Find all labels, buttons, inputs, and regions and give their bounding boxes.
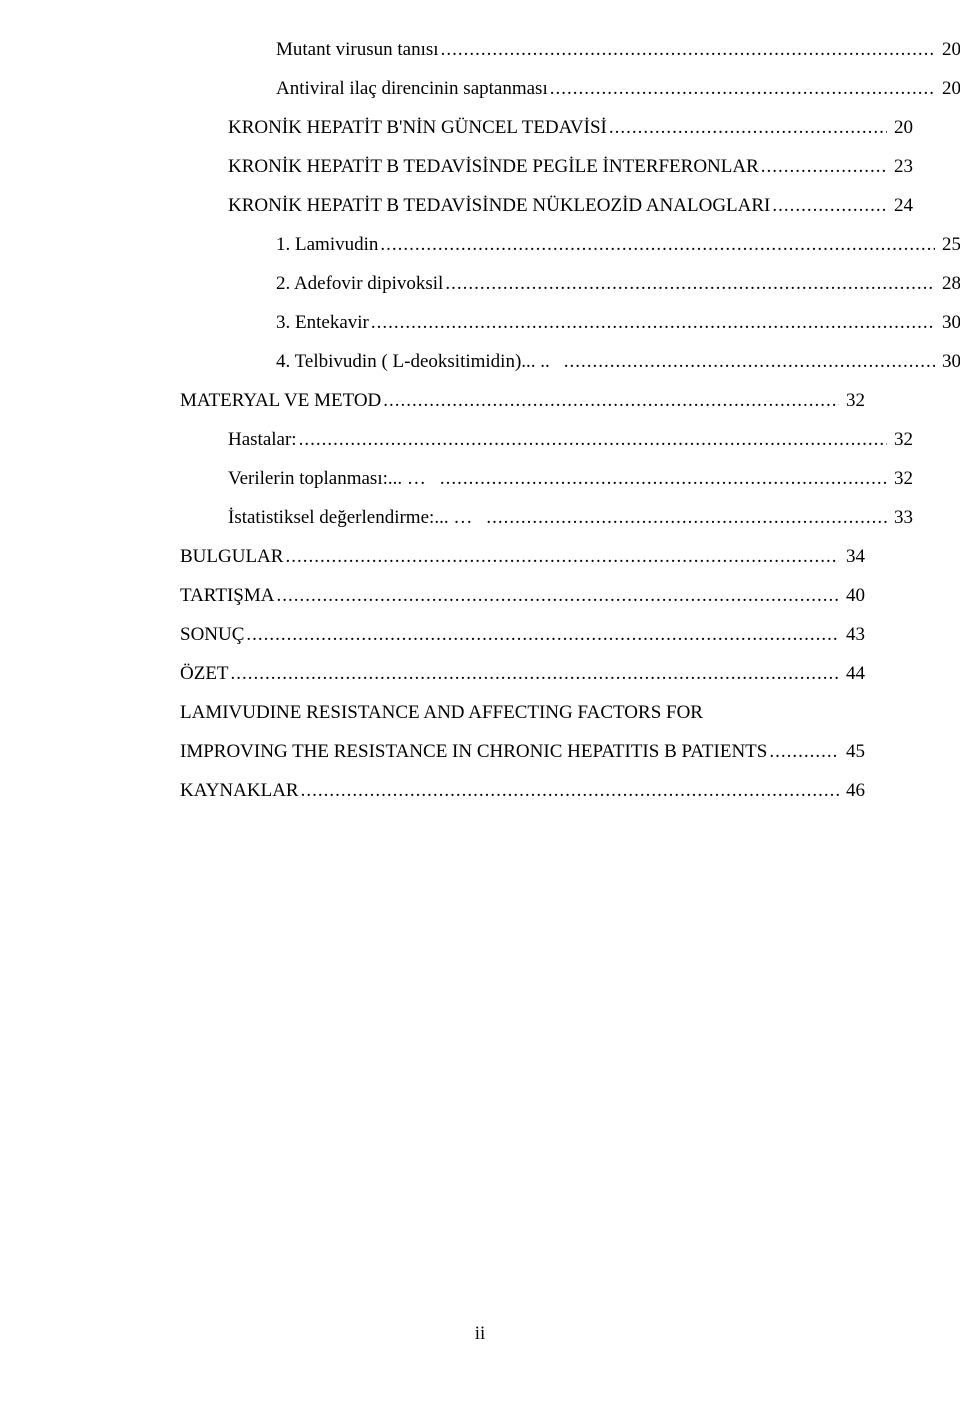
toc-row: BULGULAR 34: [180, 547, 865, 566]
toc-entry-page: 46: [841, 781, 865, 800]
toc-entry-page: 40: [841, 586, 865, 605]
toc-leader-dots: [276, 586, 839, 605]
toc-row: 2. Adefovir dipivoksil 28: [180, 274, 960, 293]
toc-entry-page: 33: [889, 508, 913, 527]
toc-entry-label: KRONİK HEPATİT B'NİN GÜNCEL TEDAVİSİ: [228, 118, 607, 137]
toc-row: Mutant virusun tanısı 20: [180, 40, 960, 59]
toc-row: IMPROVING THE RESISTANCE IN CHRONIC HEPA…: [180, 742, 865, 761]
toc-entry-page: 43: [841, 625, 865, 644]
toc-leader-dots: [371, 313, 935, 332]
toc-leader-dots: [761, 157, 887, 176]
toc-entry-page: 44: [841, 664, 865, 683]
table-of-contents: Mutant virusun tanısı20Antiviral ilaç di…: [180, 40, 865, 800]
toc-entry-label: IMPROVING THE RESISTANCE IN CHRONIC HEPA…: [180, 742, 767, 761]
toc-leader-dots: [285, 547, 839, 566]
toc-row: Verilerin toplanması:... … 32: [180, 469, 913, 488]
toc-row: KAYNAKLAR 46: [180, 781, 865, 800]
toc-entry-page: 32: [889, 430, 913, 449]
toc-trailing-ellipsis: ... …: [434, 508, 472, 527]
toc-entry-label: Antiviral ilaç direncinin saptanması: [276, 79, 548, 98]
toc-leader-dots: [769, 742, 839, 761]
toc-entry-label: Verilerin toplanması:: [228, 469, 388, 488]
toc-row: LAMIVUDINE RESISTANCE AND AFFECTING FACT…: [180, 703, 865, 722]
toc-leader-dots: [441, 40, 935, 59]
toc-leader-dots: [231, 664, 839, 683]
toc-row: KRONİK HEPATİT B TEDAVİSİNDE NÜKLEOZİD A…: [180, 196, 913, 215]
toc-entry-label: MATERYAL VE METOD: [180, 391, 381, 410]
toc-row: Hastalar: 32: [180, 430, 913, 449]
page-number-roman: ii: [0, 1323, 960, 1345]
toc-leader-dots: [445, 274, 935, 293]
toc-entry-label: KAYNAKLAR: [180, 781, 299, 800]
toc-entry-page: 34: [841, 547, 865, 566]
page: Mutant virusun tanısı20Antiviral ilaç di…: [0, 0, 960, 1423]
toc-entry-label: 2. Adefovir dipivoksil: [276, 274, 443, 293]
toc-leader-dots: [380, 235, 935, 254]
toc-row: MATERYAL VE METOD 32: [180, 391, 865, 410]
toc-leader-dots: [486, 508, 887, 527]
toc-leader-dots: [299, 430, 887, 449]
toc-entry-page: 20: [937, 40, 960, 59]
toc-row: KRONİK HEPATİT B'NİN GÜNCEL TEDAVİSİ 20: [180, 118, 913, 137]
toc-entry-label: 3. Entekavir: [276, 313, 369, 332]
toc-entry-page: 32: [889, 469, 913, 488]
toc-leader-dots: [550, 79, 935, 98]
toc-entry-label: KRONİK HEPATİT B TEDAVİSİNDE NÜKLEOZİD A…: [228, 196, 770, 215]
toc-entry-label: LAMIVUDINE RESISTANCE AND AFFECTING FACT…: [180, 703, 703, 722]
toc-entry-label: ÖZET: [180, 664, 229, 683]
toc-entry-page: 28: [937, 274, 960, 293]
toc-entry-page: 23: [889, 157, 913, 176]
toc-leader-dots: [772, 196, 887, 215]
toc-row: 3. Entekavir 30: [180, 313, 960, 332]
toc-row: 1. Lamivudin 25: [180, 235, 960, 254]
toc-entry-page: 30: [937, 352, 960, 371]
toc-row: Antiviral ilaç direncinin saptanması 20: [180, 79, 960, 98]
toc-entry-label: SONUÇ: [180, 625, 244, 644]
toc-entry-label: KRONİK HEPATİT B TEDAVİSİNDE PEGİLE İNTE…: [228, 157, 759, 176]
toc-entry-label: TARTIŞMA: [180, 586, 274, 605]
toc-leader-dots: [301, 781, 839, 800]
toc-entry-page: 25: [937, 235, 960, 254]
toc-leader-dots: [383, 391, 839, 410]
toc-leader-dots: [609, 118, 887, 137]
toc-entry-page: 20: [937, 79, 960, 98]
toc-leader-dots: [246, 625, 839, 644]
toc-row: SONUÇ 43: [180, 625, 865, 644]
toc-entry-label: İstatistiksel değerlendirme:: [228, 508, 434, 527]
toc-entry-page: 32: [841, 391, 865, 410]
toc-entry-page: 45: [841, 742, 865, 761]
toc-row: ÖZET 44: [180, 664, 865, 683]
toc-trailing-ellipsis: ... ..: [521, 352, 550, 371]
toc-row: KRONİK HEPATİT B TEDAVİSİNDE PEGİLE İNTE…: [180, 157, 913, 176]
toc-entry-label: 4. Telbivudin ( L-deoksitimidin): [276, 352, 521, 371]
toc-entry-page: 24: [889, 196, 913, 215]
toc-row: 4. Telbivudin ( L-deoksitimidin)... .. 30: [180, 352, 960, 371]
toc-entry-page: 20: [889, 118, 913, 137]
toc-entry-page: 30: [937, 313, 960, 332]
toc-trailing-ellipsis: ... …: [388, 469, 426, 488]
toc-entry-label: 1. Lamivudin: [276, 235, 378, 254]
toc-row: TARTIŞMA 40: [180, 586, 865, 605]
toc-leader-dots: [440, 469, 887, 488]
toc-entry-label: Hastalar:: [228, 430, 297, 449]
toc-leader-dots: [564, 352, 935, 371]
toc-entry-label: Mutant virusun tanısı: [276, 40, 439, 59]
toc-row: İstatistiksel değerlendirme:... … 33: [180, 508, 913, 527]
toc-entry-label: BULGULAR: [180, 547, 283, 566]
